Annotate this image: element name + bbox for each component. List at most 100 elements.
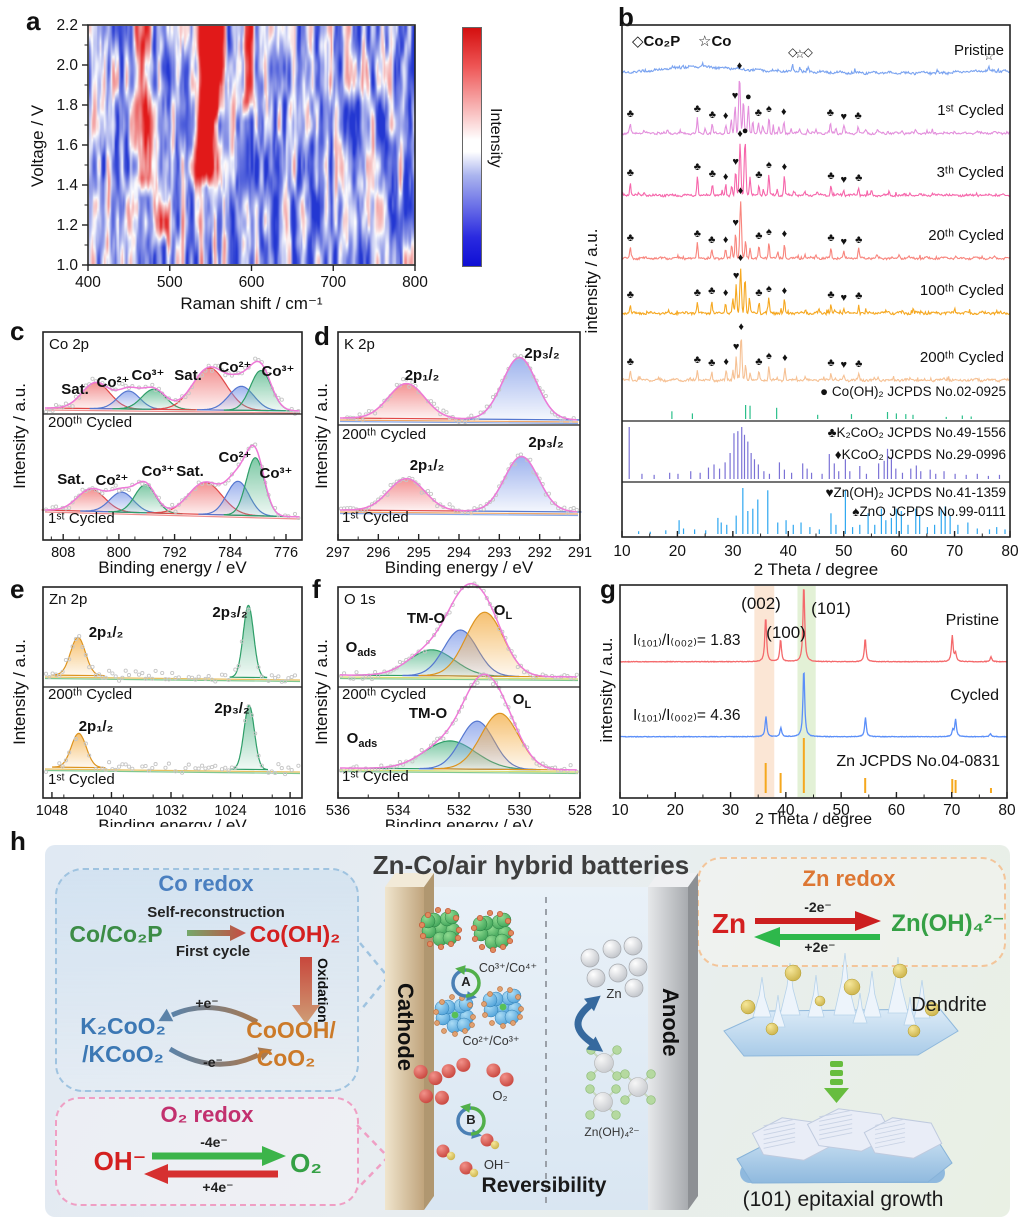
plus-4e-label: +4e⁻ (202, 1179, 234, 1195)
svg-text:700: 700 (320, 274, 346, 291)
svg-text:♣: ♣ (755, 107, 762, 119)
svg-text:2p₃/₂: 2p₃/₂ (214, 700, 249, 717)
svg-text:Oads: Oads (346, 639, 377, 659)
svg-text:♣: ♣ (709, 109, 716, 121)
zn-redox-title: Zn redox (802, 866, 896, 891)
svg-text:100ᵗʰ Cycled: 100ᵗʰ Cycled (920, 282, 1004, 299)
svg-text:536: 536 (326, 803, 350, 819)
svg-text:200ᵗʰ Cycled: 200ᵗʰ Cycled (48, 686, 132, 703)
svg-text:200ᵗʰ Cycled: 200ᵗʰ Cycled (342, 686, 426, 703)
svg-text:♦: ♦ (782, 352, 788, 364)
svg-text:♠: ♠ (766, 226, 772, 238)
svg-text:Sat.: Sat. (57, 471, 85, 488)
svg-text:2p₃/₂: 2p₃/₂ (524, 345, 559, 362)
svg-text:♦: ♦ (738, 252, 744, 264)
svg-text:◇: ◇ (804, 45, 814, 59)
minus-e-label: -e⁻ (203, 1054, 223, 1070)
panel-a-ylabel: Voltage / V (28, 104, 47, 188)
svg-text:295: 295 (407, 545, 431, 561)
svg-text:I₍₁₀₁₎/I₍₀₀₂₎= 1.83: I₍₁₀₁₎/I₍₀₀₂₎= 1.83 (633, 632, 740, 649)
svg-text:♦: ♦ (723, 171, 729, 183)
svg-text:♣: ♣ (755, 356, 762, 368)
plus-2e-label: +2e⁻ (804, 939, 836, 955)
svg-text:♦: ♦ (738, 321, 744, 333)
svg-text:♣: ♣ (627, 167, 634, 179)
svg-text:OL: OL (513, 691, 532, 711)
svg-text:♣: ♣ (855, 290, 862, 302)
panel-c-xps-plot: Sat. Co²⁺ Co³⁺ Sat. Co²⁺ Co³⁺200ᵗʰ CycledSat.… (41, 331, 303, 577)
svg-text:♦: ♦ (737, 60, 743, 72)
o2-molecule-label: O₂ (492, 1088, 508, 1103)
svg-text:2p₃/₂: 2p₃/₂ (212, 604, 247, 621)
anode-label: Anode (658, 988, 683, 1057)
oh-minus-label: OH⁻ (93, 1146, 147, 1176)
xrd-trace-200Cycled (621, 339, 1010, 383)
oxidation-label: Oxidation (315, 958, 331, 1023)
svg-text:1.2: 1.2 (56, 217, 78, 234)
schematic-graphics (144, 873, 959, 1210)
svg-text:2 Theta / degree: 2 Theta / degree (754, 560, 878, 579)
svg-text:(002): (002) (741, 594, 781, 613)
svg-text:♠: ♠ (766, 283, 772, 295)
svg-text:Binding energy / eV: Binding energy / eV (385, 558, 534, 577)
svg-text:1ˢᵗ Cycled: 1ˢᵗ Cycled (48, 510, 115, 527)
panel-d-xps-plot: 2p₁/₂ 2p₃/₂ 200ᵗʰ Cycled 2p₁/₂ 2p₃/₂ 1ˢᵗ Cycl… (326, 331, 592, 577)
panel-h-schematic: Zn-Co/air hybrid batteries Co redox Self… (0, 825, 1024, 1221)
coooh-label: CoOOH/ (246, 1017, 336, 1043)
o2-product-label: O₂ (290, 1148, 322, 1178)
svg-text:1ˢᵗ Cycled: 1ˢᵗ Cycled (342, 509, 409, 526)
panel-letter-b: b (618, 2, 634, 32)
svg-text:534: 534 (386, 803, 410, 819)
svg-text:♣: ♣ (827, 107, 834, 119)
panel-c-ylabel: Intensity / a.u. (10, 383, 29, 489)
plus-e-label: +e⁻ (195, 995, 219, 1011)
svg-text:K 2p: K 2p (344, 336, 375, 353)
svg-text:♦KCoO₂ JCPDS No.29-0996: ♦KCoO₂ JCPDS No.29-0996 (835, 447, 1006, 462)
svg-text:800: 800 (107, 545, 131, 561)
svg-text:♦: ♦ (781, 106, 787, 118)
svg-text:2p₃/₂: 2p₃/₂ (528, 434, 563, 451)
svg-text:2p₁/₂: 2p₁/₂ (410, 457, 445, 474)
xrd-trace-20Cycled (621, 201, 1011, 261)
svg-text:297: 297 (326, 545, 350, 561)
svg-text:Pristine: Pristine (946, 612, 999, 629)
co-redox-title: Co redox (158, 871, 254, 896)
panel-letter-h: h (10, 826, 26, 856)
o2-redox-title: O₂ redox (160, 1102, 254, 1127)
svg-text:500: 500 (157, 274, 183, 291)
svg-text:TM-O: TM-O (407, 610, 446, 627)
svg-text:808: 808 (51, 545, 75, 561)
svg-text:♣: ♣ (755, 169, 762, 181)
zn-oh4-product-label: Zn(OH)₄²⁻ (891, 910, 1005, 937)
svg-text:♣: ♣ (627, 289, 634, 301)
svg-text:Zn 2p: Zn 2p (49, 591, 87, 608)
panel-b-xrd-plot: ◇☆◇ ☆Pristine♣ ♣ ♣ ♦♥♦●♣ ♠ ♦ ♣ ♥ ♣ 1ˢᵗ Cycled♣ ♣♣ ♦♥… (613, 24, 1019, 579)
svg-text:♣K₂CoO₂ JCPDS No.49-1556: ♣K₂CoO₂ JCPDS No.49-1556 (828, 425, 1006, 440)
svg-text:800: 800 (402, 274, 428, 291)
svg-text:●: ● (745, 91, 752, 103)
svg-text:1032: 1032 (155, 803, 187, 819)
svg-text:400: 400 (75, 274, 101, 291)
kcoo2-label: /KCoO₂ (82, 1041, 164, 1067)
co34-label: Co³⁺/Co⁴⁺ (478, 961, 538, 975)
svg-text:O 1s: O 1s (344, 591, 376, 608)
panel-e-ylabel: Intensity / a.u. (10, 639, 29, 745)
co-oh2-label: Co(OH)₂ (249, 921, 341, 947)
svg-text:Co³⁺: Co³⁺ (142, 463, 175, 480)
svg-text:Cycled: Cycled (950, 687, 999, 704)
svg-text:291: 291 (568, 545, 592, 561)
svg-text:♣: ♣ (827, 289, 834, 301)
svg-text:Co²⁺: Co²⁺ (97, 374, 130, 391)
svg-text:◇Co₂P: ◇Co₂P (632, 33, 680, 50)
svg-text:Zn JCPDS No.04-0831: Zn JCPDS No.04-0831 (836, 753, 1000, 770)
k2coo2-label: K₂CoO₂ (80, 1013, 166, 1039)
svg-text:70: 70 (943, 802, 961, 819)
co23-label: Co²⁺/Co³⁺ (462, 1034, 520, 1048)
svg-text:Raman shift / cm⁻¹: Raman shift / cm⁻¹ (180, 294, 323, 310)
svg-text:♦: ♦ (723, 356, 729, 368)
svg-text:2.0: 2.0 (56, 57, 78, 74)
svg-text:Co²⁺: Co²⁺ (219, 449, 252, 466)
svg-text:♥Zn(OH)₂ JCPDS No.41-1359: ♥Zn(OH)₂ JCPDS No.41-1359 (825, 485, 1006, 500)
svg-text:♣: ♣ (708, 357, 715, 369)
svg-text:♣: ♣ (694, 287, 701, 299)
